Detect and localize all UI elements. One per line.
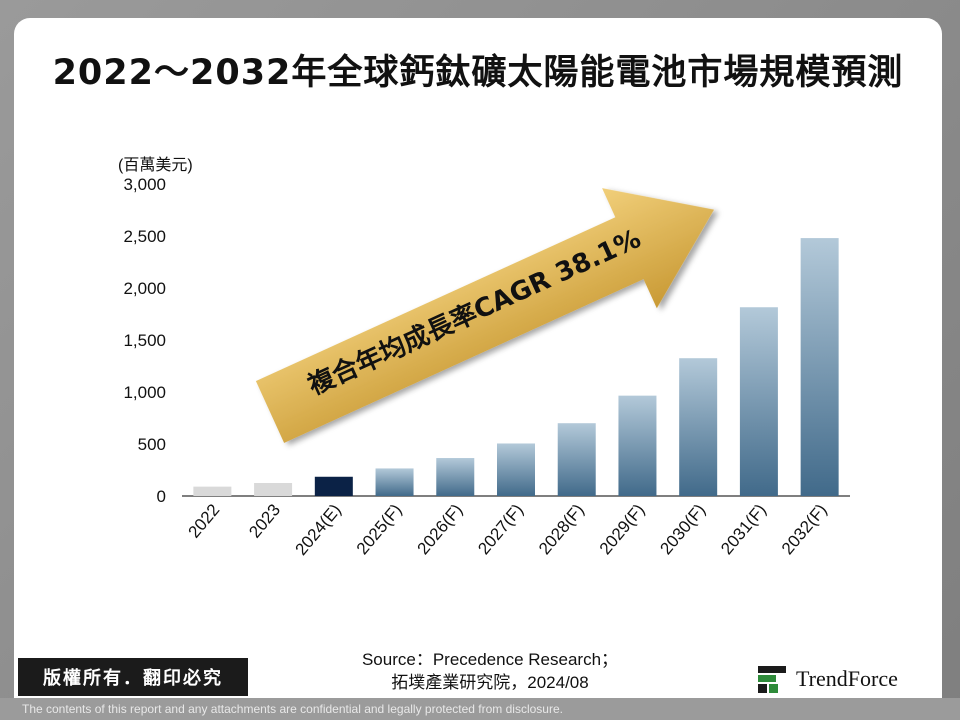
x-tick-label: 2031(F) <box>717 500 770 558</box>
bar-2023 <box>254 483 293 496</box>
trendforce-logo-icon <box>758 666 786 693</box>
y-tick-label: 2,500 <box>123 227 166 246</box>
bar-2029(F) <box>618 395 657 496</box>
y-axis-ticks: 3,000 2,500 2,000 1,500 1,000 500 0 <box>123 175 166 506</box>
footer-band <box>0 698 960 720</box>
x-tick-label: 2024(E) <box>291 500 344 559</box>
bar-2032(F) <box>800 238 839 496</box>
y-tick-label: 500 <box>138 435 166 454</box>
y-tick-label: 3,000 <box>123 175 166 194</box>
content-card <box>14 18 942 718</box>
x-tick-label: 2029(F) <box>596 500 649 558</box>
trendforce-logo[interactable]: TrendForce <box>756 660 944 698</box>
x-tick-label: 2025(F) <box>353 500 406 558</box>
bar-2025(F) <box>375 468 414 496</box>
page-title: 2022～2032年全球鈣鈦礦太陽能電池市場規模預測 <box>52 53 904 93</box>
y-axis-unit-label: (百萬美元) <box>118 156 193 174</box>
bar-2024(E) <box>314 476 353 496</box>
x-tick-label: 2032(F) <box>778 500 831 558</box>
y-tick-label: 1,000 <box>123 383 166 402</box>
x-axis-labels: 2022 2023 2024(E) 2025(F) 2026(F) 2027(F) 2028… <box>185 500 831 559</box>
cagr-arrow-group: 複合年均成長率CAGR 38.1% <box>255 188 715 443</box>
x-tick-label: 2027(F) <box>474 500 527 558</box>
bar-2027(F) <box>497 443 535 496</box>
source-line-2: 拓墣產業研究院，2024/08 <box>391 673 589 692</box>
bar-2028(F) <box>557 423 596 496</box>
copyright-label: 版權所有．翻印必究 <box>18 658 248 696</box>
bar-2031(F) <box>739 307 778 496</box>
x-tick-label: 2026(F) <box>414 500 467 558</box>
bar-2026(F) <box>436 458 475 496</box>
bar-2030(F) <box>679 358 718 496</box>
x-tick-label: 2023 <box>245 500 284 541</box>
source-line-1: Source：Precedence Research； <box>361 650 619 669</box>
logo-text: TrendForce <box>796 666 898 691</box>
y-tick-label: 0 <box>157 487 166 506</box>
disclaimer-text: The contents of this report and any atta… <box>22 702 563 716</box>
y-tick-label: 2,000 <box>123 279 166 298</box>
x-tick-label: 2028(F) <box>535 500 588 558</box>
cagr-annotation: 複合年均成長率CAGR 38.1% <box>303 223 645 401</box>
bar-2022 <box>193 486 232 496</box>
y-tick-label: 1,500 <box>123 331 166 350</box>
x-tick-label: 2022 <box>185 500 224 541</box>
cagr-arrow <box>255 188 715 443</box>
x-tick-label: 2030(F) <box>656 500 709 558</box>
bars-group <box>193 238 839 496</box>
